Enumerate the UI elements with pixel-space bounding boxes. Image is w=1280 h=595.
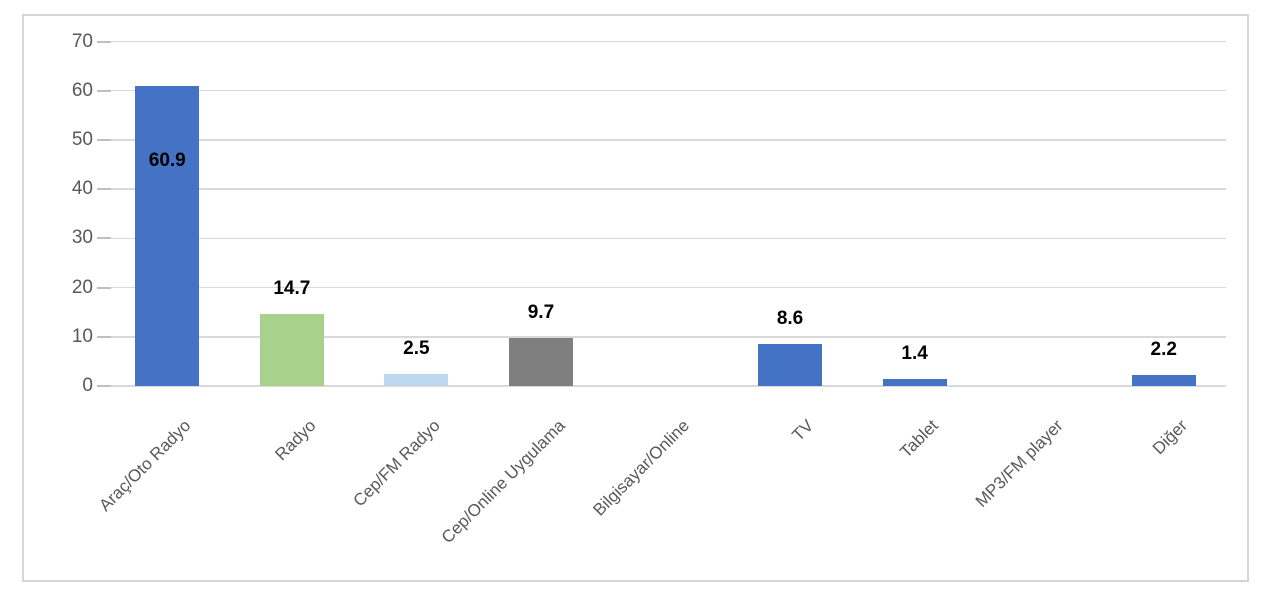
y-axis-tick-label: 0 xyxy=(82,375,93,396)
bar-9 xyxy=(1131,375,1196,386)
bar-value-label: 1.4 xyxy=(901,343,928,365)
y-axis-tick xyxy=(97,237,111,240)
gridline xyxy=(105,40,1226,43)
x-axis-category-label: Cep/Online Uygulama xyxy=(437,416,569,548)
gridline xyxy=(105,336,1226,338)
gridline xyxy=(105,286,1226,289)
gridline xyxy=(105,237,1226,240)
x-axis-category-label: Tablet xyxy=(896,416,943,462)
gridline xyxy=(105,89,1226,92)
y-axis-labels: 0 10 20 30 40 50 60 70 xyxy=(24,16,1247,580)
data-labels-layer: 60.9 14.7 2.5 9.7 8.6 1.4 2.2 xyxy=(24,16,1247,580)
y-axis-tick xyxy=(97,40,111,43)
x-axis-category-label: Cep/FM Radyo xyxy=(349,416,444,511)
gridline xyxy=(105,188,1226,190)
x-axis-category-label: Bilgisayar/Online xyxy=(589,416,693,520)
bar-chart: 0 10 20 30 40 50 60 70 60.9 14.7 2.5 9.7 8.6 1.4 2.2 … xyxy=(22,14,1249,582)
bars-layer xyxy=(24,16,1247,580)
y-axis-tick-label: 60 xyxy=(71,79,93,101)
bar-3 xyxy=(384,373,449,386)
x-axis-category-label: Radyo xyxy=(271,416,320,465)
y-axis-tick-label: 40 xyxy=(71,178,93,200)
y-axis-tick xyxy=(97,385,111,387)
bar-value-label: 9.7 xyxy=(527,302,555,324)
y-axis-tick-label: 10 xyxy=(71,325,93,347)
y-axis-tick xyxy=(97,286,111,289)
bar-value-label: 60.9 xyxy=(148,150,186,172)
bar-value-label: 2.5 xyxy=(403,337,430,359)
gridline xyxy=(105,385,1226,387)
y-axis-tick-label: 20 xyxy=(71,276,93,298)
bar-6 xyxy=(758,343,823,386)
bar-4 xyxy=(508,338,573,386)
bar-value-label: 2.2 xyxy=(1150,339,1177,361)
y-axis-tick-label: 50 xyxy=(71,128,93,150)
y-axis-tick xyxy=(97,335,111,338)
bar-7 xyxy=(882,379,947,386)
gridline xyxy=(105,139,1226,141)
bar-value-label: 14.7 xyxy=(273,277,311,299)
bar-2 xyxy=(259,313,324,386)
x-axis-category-label: Araç/Oto Radyo xyxy=(95,416,195,515)
y-axis-tick xyxy=(97,89,111,92)
x-axis-labels: Araç/Oto Radyo Radyo Cep/FM Radyo Cep/Onlin… xyxy=(24,16,1247,580)
y-axis-tick xyxy=(97,188,111,191)
bar-value-label: 8.6 xyxy=(776,307,804,329)
gridlines-layer xyxy=(24,16,1247,580)
bar-1 xyxy=(135,86,200,386)
x-axis-category-label: TV xyxy=(788,416,818,445)
y-axis-tick-label: 30 xyxy=(71,227,93,249)
y-axis-tick xyxy=(97,138,111,141)
x-axis-category-label: MP3/FM player xyxy=(971,416,1067,511)
y-axis-tick-label: 70 xyxy=(71,30,93,52)
x-axis-category-label: Diğer xyxy=(1148,416,1192,459)
